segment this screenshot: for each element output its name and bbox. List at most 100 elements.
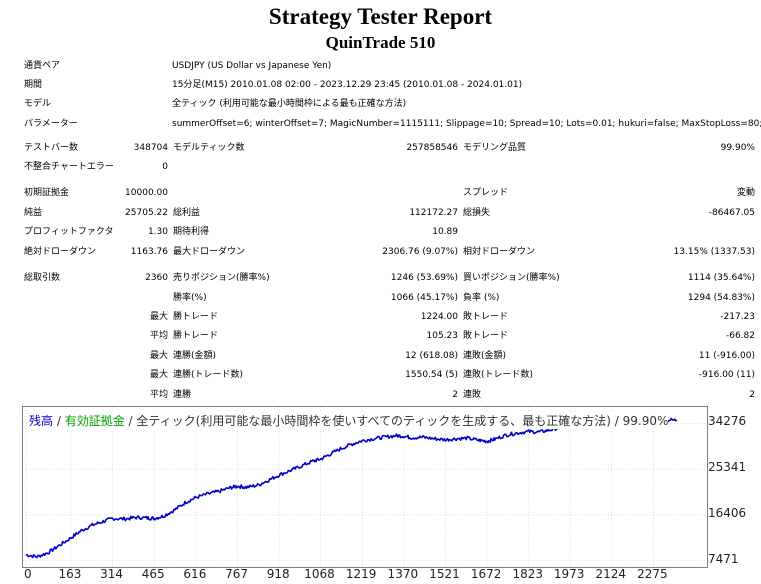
info-label: 期間 xyxy=(24,80,43,90)
stat-c6: 13.15% (1337.53) xyxy=(673,247,755,257)
stat-c2: 1.30 xyxy=(147,227,168,237)
y-tick-label: 34276 xyxy=(708,414,747,429)
stat-c6: -916.00 (11) xyxy=(698,370,755,380)
stat-c1: 絶対ドローダウン xyxy=(24,247,97,257)
stat-c4: 2 xyxy=(452,390,458,400)
stat-c2: 0 xyxy=(162,162,168,172)
balance-chart: 残高 / 有効証拠金 / 全ティック(利用可能な最小時間枠を使いすべてのティック… xyxy=(22,406,708,568)
stat-c4: 1550.54 (5) xyxy=(405,370,458,380)
stat-c3: 連勝(金額) xyxy=(173,351,217,361)
stat-c2: 2360 xyxy=(145,273,168,283)
stat-c3: 連勝 xyxy=(173,390,192,400)
stat-c4: 1224.00 xyxy=(420,312,458,322)
stat-c5: 敗トレード xyxy=(463,312,509,322)
legend-balance: 残高 xyxy=(29,414,54,428)
x-tick-label: 1370 xyxy=(387,567,419,581)
stat-c4: 12 (618.08) xyxy=(405,351,458,361)
stat-c2: 10000.00 xyxy=(125,188,168,198)
stat-c1: 不整合チャートエラー xyxy=(24,162,114,172)
stat-c4: 112172.27 xyxy=(409,208,458,218)
x-tick-label: 314 xyxy=(100,567,124,581)
stat-c6: 1114 (35.64%) xyxy=(687,273,755,283)
stat-c1: 初期証拠金 xyxy=(24,188,70,198)
info-value: USDJPY (US Dollar vs Japanese Yen) xyxy=(172,61,332,71)
balance-line xyxy=(25,415,678,559)
x-tick-label: 465 xyxy=(141,567,165,581)
x-tick-label: 2124 xyxy=(595,567,627,581)
stat-c2: 最大 xyxy=(149,370,168,380)
stat-c3: 勝トレード xyxy=(173,331,219,341)
legend-model: 全ティック(利用可能な最小時間枠を使いすべてのティックを生成する、最も正確な方法… xyxy=(136,414,611,428)
balance-chart-svg xyxy=(23,407,707,567)
stat-c5: スプレッド xyxy=(463,188,509,198)
stat-c3: 総利益 xyxy=(173,208,201,218)
stat-c4: 10.89 xyxy=(432,227,458,237)
stat-c4: 1246 (53.69%) xyxy=(390,273,458,283)
stat-c6: 1294 (54.83%) xyxy=(687,293,755,303)
stat-c6: 99.90% xyxy=(720,143,755,153)
stat-c1: 総取引数 xyxy=(24,273,61,283)
stat-c4: 105.23 xyxy=(426,331,459,341)
stat-c5: 連敗(金額) xyxy=(463,351,507,361)
info-value: 15分足(M15) 2010.01.08 02:00 - 2023.12.29 … xyxy=(172,80,523,90)
stat-c3: 勝率(%) xyxy=(173,293,207,303)
stat-c2: 1163.76 xyxy=(130,247,168,257)
report-subtitle: QuinTrade 510 xyxy=(325,33,436,52)
stat-c5: 連敗 xyxy=(463,390,482,400)
info-value: summerOffset=6; winterOffset=7; MagicNum… xyxy=(172,119,761,129)
stat-c2: 平均 xyxy=(149,331,168,341)
x-tick-label: 1068 xyxy=(304,567,335,581)
stat-c1: テストバー数 xyxy=(24,143,79,153)
x-tick-label: 1521 xyxy=(429,567,460,581)
stat-c4: 1066 (45.17%) xyxy=(390,293,458,303)
legend-sep: / xyxy=(610,414,623,428)
stat-c1: プロフィットファクタ xyxy=(24,227,114,237)
x-tick-label: 2275 xyxy=(637,567,668,581)
stat-c6: 変動 xyxy=(736,188,755,198)
stat-c6: -66.82 xyxy=(725,331,755,341)
x-tick-label: 1219 xyxy=(345,567,377,581)
stat-c6: -86467.05 xyxy=(708,208,755,218)
y-tick-label: 16406 xyxy=(708,505,747,520)
x-tick-label: 1823 xyxy=(512,567,544,581)
stat-c5: 相対ドローダウン xyxy=(463,247,536,257)
x-tick-label: 767 xyxy=(225,567,248,581)
stat-c5: モデリング品質 xyxy=(463,143,527,153)
x-tick-label: 1672 xyxy=(470,567,502,581)
info-label: モデル xyxy=(24,99,52,109)
y-tick-label: 7471 xyxy=(708,551,739,566)
stat-c5: 敗トレード xyxy=(463,331,509,341)
stat-c6: 11 (-916.00) xyxy=(698,351,755,361)
stat-c3: 期待利得 xyxy=(173,227,210,237)
x-tick-label: 163 xyxy=(58,567,82,581)
x-tick-label: 0 xyxy=(24,567,32,581)
stat-c5: 負率 (%) xyxy=(463,293,500,303)
legend-sep: / xyxy=(124,414,137,428)
stat-c3: 勝トレード xyxy=(173,312,219,322)
stat-c6: -217.23 xyxy=(720,312,755,322)
stat-c3: 連勝(トレード数) xyxy=(173,370,244,380)
x-tick-label: 616 xyxy=(183,567,207,581)
stat-c4: 257858546 xyxy=(406,143,458,153)
stat-c2: 25705.22 xyxy=(125,208,168,218)
stat-c2: 最大 xyxy=(149,312,168,322)
stat-c3: 最大ドローダウン xyxy=(173,247,246,257)
report-title: Strategy Tester Report xyxy=(268,4,493,29)
info-label: 通貨ペア xyxy=(24,61,61,71)
stat-c5: 総損失 xyxy=(463,208,491,218)
info-label: パラメーター xyxy=(24,119,78,129)
x-tick-label: 918 xyxy=(266,567,290,581)
stat-c6: 2 xyxy=(749,390,755,400)
stat-c1: 純益 xyxy=(24,208,43,218)
legend-sep: / xyxy=(53,414,65,428)
stat-c4: 2306.76 (9.07%) xyxy=(382,247,458,257)
chart-legend: 残高 / 有効証拠金 / 全ティック(利用可能な最小時間枠を使いすべてのティック… xyxy=(29,412,669,429)
stat-c5: 連敗(トレード数) xyxy=(463,370,534,380)
stat-c2: 348704 xyxy=(133,143,168,153)
stat-c2: 最大 xyxy=(149,351,168,361)
stat-c2: 平均 xyxy=(149,390,168,400)
stat-c3: モデルティック数 xyxy=(173,143,245,153)
stat-c5: 買いポジション(勝率%) xyxy=(463,273,560,283)
y-tick-label: 25341 xyxy=(708,460,747,475)
legend-equity: 有効証拠金 xyxy=(64,414,125,428)
